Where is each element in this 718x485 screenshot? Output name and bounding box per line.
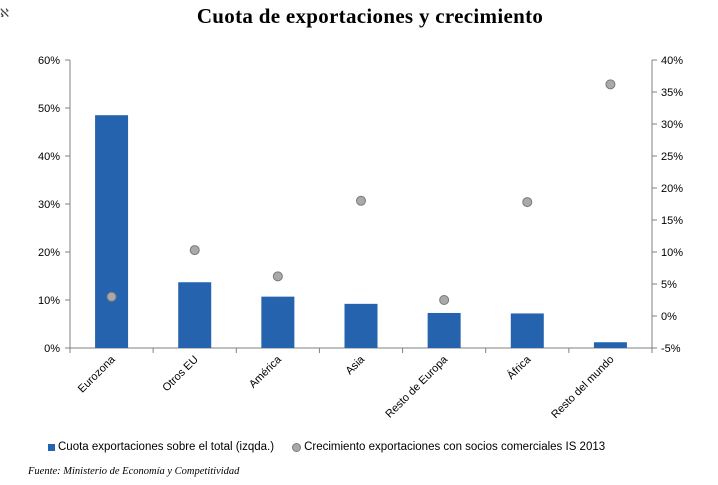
x-tick-label: Asia <box>343 353 367 377</box>
right-tick-label: 35% <box>661 87 683 99</box>
x-tick-label: África <box>504 352 534 382</box>
scatter-series <box>106 79 616 305</box>
right-tick-label: 5% <box>661 279 677 291</box>
legend-label-scatter: Crecimiento exportaciones con socios com… <box>304 441 606 453</box>
bar <box>261 296 295 348</box>
x-tick-labels: Eurozona Otros EU América Asia Resto de Euro… <box>76 352 617 421</box>
left-tick-label: 20% <box>38 247 60 259</box>
source-note: Fuente: Ministerio de Economía y Competi… <box>28 466 240 477</box>
x-tick-label: Otros EU <box>160 354 201 395</box>
scatter-point <box>522 197 533 208</box>
scatter-point <box>439 295 450 305</box>
corner-mark: ℵ <box>0 6 9 20</box>
bar <box>178 282 212 348</box>
chart-title: Cuota de exportaciones y crecimiento <box>196 4 544 28</box>
bar <box>95 115 129 348</box>
x-axis <box>69 347 653 353</box>
scatter-point <box>272 271 283 282</box>
right-tick-label: 10% <box>661 247 683 259</box>
bar-series <box>95 115 627 348</box>
x-tick-label: Eurozona <box>76 353 118 395</box>
left-tick-label: 10% <box>38 295 60 307</box>
legend-label-bar: Cuota exportaciones sobre el total (izqd… <box>58 441 275 453</box>
legend-item-bar: Cuota exportaciones sobre el total (izqd… <box>48 441 274 453</box>
right-tick-label: 0% <box>661 311 677 323</box>
x-tick-label: América <box>247 353 285 391</box>
bar <box>427 312 461 348</box>
left-tick-label: 0% <box>44 343 60 355</box>
left-tick-label: 60% <box>38 55 60 67</box>
x-tick-label: Resto del mundo <box>549 354 616 421</box>
scatter-point <box>605 79 616 90</box>
bar <box>510 313 544 348</box>
right-tick-label: 30% <box>661 119 683 131</box>
right-tick-label: 20% <box>661 183 683 195</box>
bar <box>593 342 627 348</box>
right-y-axis: -5% 0% 5% 10% 15% 20% 25% 30% 35% 40% <box>651 55 683 355</box>
right-tick-label: -5% <box>661 343 681 355</box>
legend: Cuota exportaciones sobre el total (izqd… <box>48 441 605 453</box>
bar <box>344 303 378 348</box>
scatter-point <box>106 291 117 302</box>
scatter-point <box>356 195 366 206</box>
right-tick-label: 25% <box>661 151 683 163</box>
x-tick-label: Resto de Europa <box>383 353 450 420</box>
scatter-point <box>189 245 200 256</box>
legend-item-scatter: Crecimiento exportaciones con socios com… <box>292 441 605 453</box>
left-tick-label: 50% <box>38 103 60 115</box>
left-y-axis: 0% 10% 20% 30% 40% 50% 60% <box>38 55 71 355</box>
right-tick-label: 40% <box>661 55 683 67</box>
legend-swatch-bar <box>48 443 55 451</box>
legend-swatch-dot <box>292 442 302 452</box>
left-tick-label: 40% <box>38 151 60 163</box>
right-tick-label: 15% <box>661 215 683 227</box>
left-tick-label: 30% <box>38 199 60 211</box>
